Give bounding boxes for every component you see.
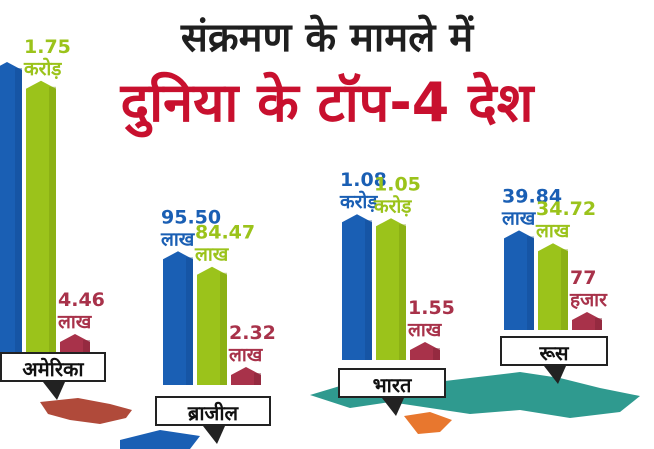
data-label-part-0-2-0: 4.46 (58, 289, 105, 311)
bar-shade-1-1 (220, 272, 227, 385)
data-label-part-0-1-1: करोड़ (23, 57, 62, 80)
bar-shade-1-2 (254, 373, 261, 385)
data-label-3-2: 77 हजार (569, 267, 608, 311)
bar-0-1 (26, 80, 56, 352)
india-map-shape (404, 412, 452, 434)
data-label-2-1: 1.05 करोड़ (373, 173, 421, 217)
data-label-part-2-2-0: 1.55 (408, 297, 455, 319)
bar-2-1 (376, 218, 406, 360)
country-label-1: ब्राजील (155, 396, 271, 426)
bar-2-2 (410, 342, 440, 360)
bar-shade-0-0 (15, 68, 22, 352)
bar-shade-3-0 (527, 236, 534, 330)
chart-title-line2: दुनिया के टॉप-4 देश (120, 71, 534, 134)
data-label-part-1-1-1: लाख (194, 244, 230, 266)
data-label-1-2: 2.32 लाख (228, 322, 276, 366)
data-label-2-0: 1.08 करोड़ (339, 169, 387, 213)
data-label-part-1-2-1: लाख (228, 344, 264, 366)
bar-1-0 (163, 251, 193, 385)
bar-1-2 (231, 367, 261, 385)
country-label-3: रूस (500, 336, 608, 366)
bar-3-2 (572, 312, 602, 330)
pointer-1 (203, 426, 225, 444)
bar-shade-2-2 (433, 348, 440, 360)
data-label-0-2: 4.46 लाख (57, 289, 105, 333)
bar-shade-0-2 (83, 340, 90, 352)
bar-shade-2-1 (399, 224, 406, 360)
bar-2-0 (342, 214, 372, 360)
bar-1-1 (197, 266, 227, 385)
bar-shade-3-2 (595, 318, 602, 330)
data-label-part-2-2-1: लाख (407, 319, 443, 341)
bar-shade-3-1 (561, 249, 568, 330)
data-label-2-2: 1.55 लाख (407, 297, 455, 341)
data-label-part-2-1-1: करोड़ (373, 194, 412, 217)
country-label-2: भारत (338, 368, 446, 398)
bar-3-0 (504, 230, 534, 330)
data-label-part-2-1-0: 1.05 (374, 173, 421, 195)
bar-shade-2-0 (365, 220, 372, 360)
south-america-map-shape (120, 430, 200, 449)
data-label-3-1: 34.72 लाख (535, 198, 596, 242)
data-label-part-1-2-0: 2.32 (229, 322, 276, 344)
data-label-3-0: 39.84 लाख (501, 185, 562, 229)
data-label-part-3-0-1: लाख (501, 207, 537, 229)
data-label-part-3-1-1: लाख (535, 220, 571, 242)
data-label-part-2-0-1: करोड़ (339, 190, 378, 213)
data-label-part-3-2-0: 77 (570, 267, 596, 289)
data-label-1-0: 95.50 लाख (160, 206, 221, 250)
country-label-0: अमेरिका (0, 352, 106, 382)
data-label-1-1: 84.47 लाख (194, 222, 255, 266)
data-label-part-0-2-1: लाख (57, 311, 93, 333)
data-label-part-1-0-0: 95.50 (161, 206, 221, 228)
bar-3-1 (538, 243, 568, 330)
usa-map-shape (40, 398, 132, 424)
bar-0-2 (60, 334, 90, 352)
bar-shade-0-1 (49, 86, 56, 352)
bar-shade-1-0 (186, 257, 193, 385)
data-label-part-3-0-0: 39.84 (502, 185, 562, 207)
pointer-0 (43, 382, 65, 400)
pointer-3 (544, 366, 566, 384)
data-label-part-1-1-0: 84.47 (195, 222, 255, 244)
data-label-0-1: 1.75 करोड़ (23, 36, 71, 80)
bar-0-0 (0, 62, 22, 352)
data-label-part-1-0-1: लाख (160, 228, 196, 250)
data-label-part-3-1-0: 34.72 (536, 198, 596, 220)
data-label-part-2-0-0: 1.08 (340, 169, 387, 191)
pointer-2 (382, 398, 404, 416)
data-label-part-3-2-1: हजार (569, 289, 608, 311)
data-label-part-0-1-0: 1.75 (24, 36, 71, 58)
chart-title-line1: संक्रमण के मामले में (180, 15, 474, 61)
